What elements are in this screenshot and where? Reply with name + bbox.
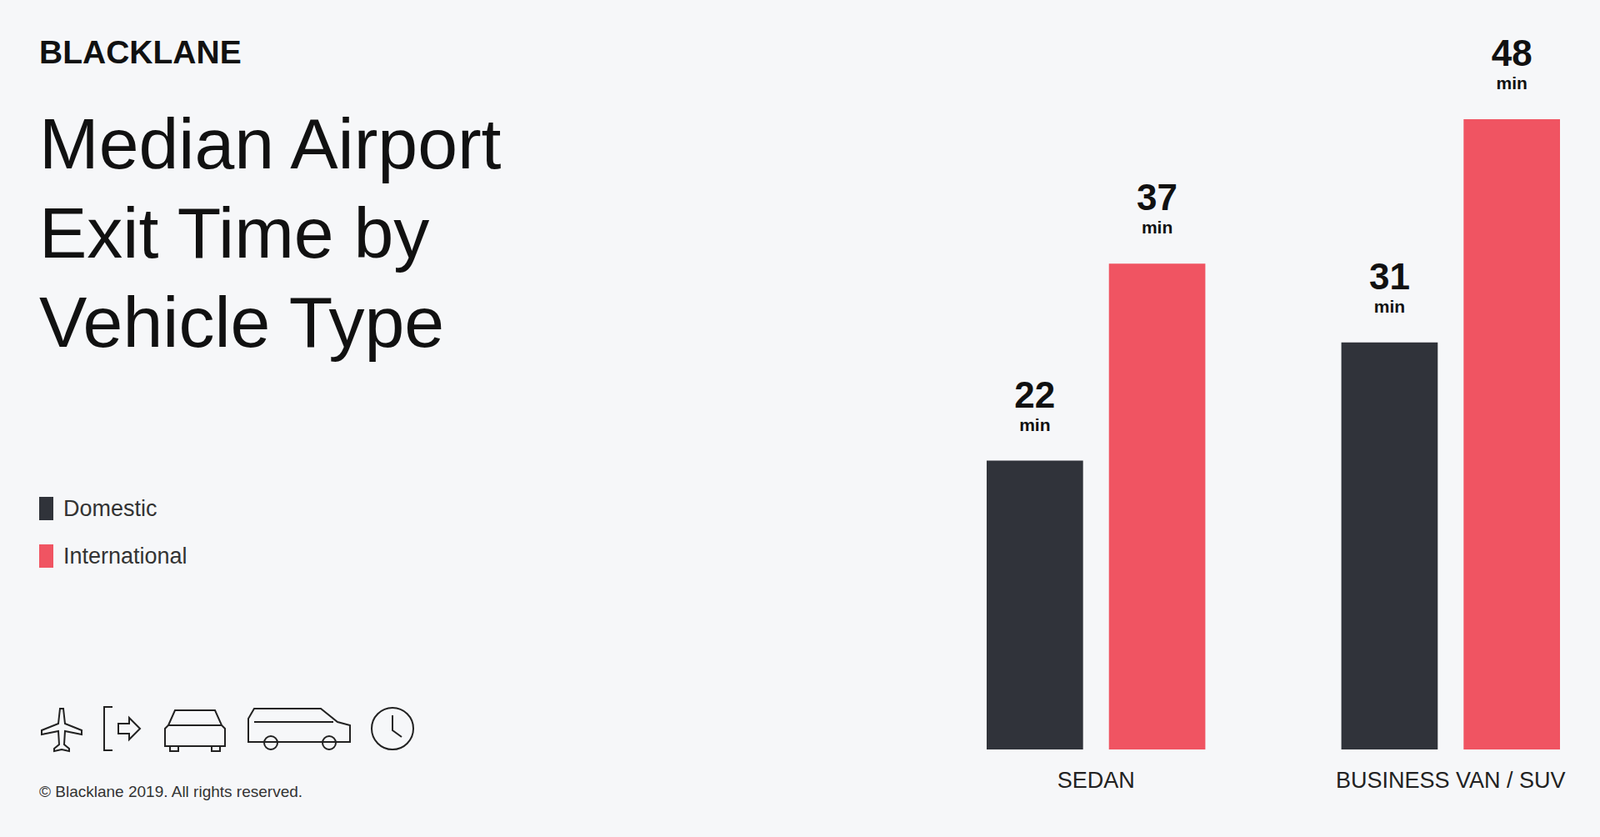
- legend-label: International: [63, 543, 188, 569]
- icons: [41, 706, 414, 751]
- title: Median AirportExit Time byVehicle Type: [39, 103, 502, 362]
- bar: [1109, 263, 1206, 750]
- bars: [986, 119, 1560, 750]
- bar: [1341, 342, 1439, 750]
- brand: BLACKLANE: [39, 34, 242, 70]
- title-line: Exit Time by: [39, 192, 430, 273]
- icon-van-wheel: [322, 735, 336, 750]
- legend-swatch: [39, 496, 54, 520]
- title-line: Vehicle Type: [39, 281, 445, 362]
- icon-plane: [41, 708, 82, 751]
- data-label: 48min: [1491, 32, 1533, 93]
- data-label-value: 48: [1491, 32, 1533, 74]
- chart: BLACKLANE Median AirportExit Time byVehic…: [0, 0, 1600, 837]
- tick-label: SEDAN: [1057, 767, 1135, 793]
- icon-van: [248, 708, 350, 742]
- footer: © Blacklane 2019. All rights reserved.: [39, 782, 303, 800]
- data-label: 31min: [1369, 255, 1410, 316]
- data-label-value: 31: [1369, 255, 1410, 297]
- data-label-unit: min: [1374, 296, 1405, 316]
- bar: [1463, 119, 1560, 750]
- data-label: 22min: [1014, 374, 1055, 435]
- title-line: Median Airport: [39, 103, 502, 184]
- legend-swatch: [39, 544, 54, 568]
- icon-exit: [104, 706, 140, 750]
- legend-label: Domestic: [63, 495, 158, 521]
- tick-label: BUSINESS VAN / SUV: [1335, 767, 1566, 793]
- x-axis: SEDAN BUSINESS VAN / SUV: [987, 750, 1566, 794]
- data-label-unit: min: [1495, 73, 1527, 93]
- axis-line: [987, 749, 1561, 750]
- icon-van-wheel: [264, 735, 278, 750]
- tick: BUSINESS VAN / SUV: [1335, 767, 1566, 793]
- background: [0, 0, 1600, 837]
- data-label-unit: min: [1019, 415, 1050, 435]
- data-label: 37min: [1136, 176, 1178, 237]
- data-labels: 22min31min37min48min: [1014, 32, 1532, 435]
- icon-clock: [371, 707, 414, 750]
- data-label-value: 22: [1014, 374, 1055, 415]
- icon-clock-hands: [392, 715, 402, 737]
- legend: Domestic International: [39, 495, 188, 569]
- bar: [986, 460, 1084, 750]
- data-label-unit: min: [1141, 217, 1173, 237]
- icon-sedan: [165, 710, 225, 751]
- data-label-value: 37: [1136, 176, 1178, 218]
- tick: SEDAN: [1057, 767, 1135, 793]
